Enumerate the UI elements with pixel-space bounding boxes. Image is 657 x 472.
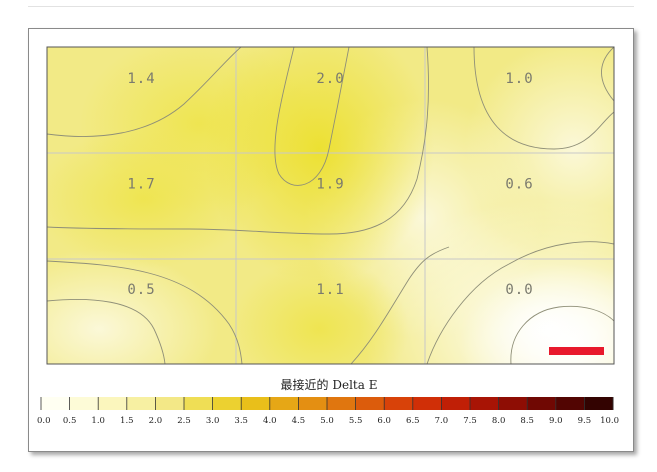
contour-top-left (47, 47, 242, 137)
contour-bottom-right (426, 241, 614, 364)
contour-bottom-mid (350, 246, 450, 364)
contour-right-upper (473, 47, 614, 150)
colorbar-segment (298, 397, 328, 410)
colorbar-tick-label: 9.0 (549, 416, 563, 426)
colorbar-segment (527, 397, 557, 410)
colorbar-segment (269, 397, 299, 410)
colorbar-tick-label: 9.5 (578, 416, 592, 426)
colorbar-tick-label: 7.0 (435, 416, 449, 426)
contour-lines (47, 47, 614, 364)
colorbar-tick-label: 4.0 (263, 416, 277, 426)
colorbar-tick-label: 10.0 (600, 416, 619, 426)
cell-label-r1-c3: 1.0 (505, 71, 533, 87)
colorbar-tick-label: 4.5 (292, 416, 306, 426)
colorbar-tick-label: 6.5 (406, 416, 420, 426)
colorbar-tick-label: 6.0 (377, 416, 391, 426)
plot-border (46, 46, 615, 365)
colorbar-segment (441, 397, 471, 410)
colorbar-segment (327, 397, 357, 410)
colorbar-segment (184, 397, 214, 410)
colorbar-segment (212, 397, 242, 410)
red-marker (549, 347, 604, 355)
chart-frame: 1.4 2.0 1.0 1.7 1.9 0.6 0.5 1.1 0.0 最接近的… (28, 28, 634, 452)
cell-label-r2-c3: 0.6 (505, 177, 533, 193)
colorbar-segment (41, 397, 71, 410)
colorbar-tick-label: 7.5 (463, 416, 477, 426)
colorbar-tick-label: 2.0 (149, 416, 163, 426)
colorbar-tick-label: 0.0 (37, 416, 51, 426)
cell-label-r3-c2: 1.1 (316, 282, 344, 298)
cell-label-r2-c2: 1.9 (316, 177, 344, 193)
colorbar-segment (241, 397, 271, 410)
contour-bottom-right-inner (510, 305, 614, 364)
colorbar-segment (498, 397, 528, 410)
heat-field (47, 47, 614, 364)
cell-label-r3-c3: 0.0 (505, 282, 533, 298)
cell-label-r2-c1: 1.7 (127, 177, 155, 193)
colorbar-tick-label: 3.5 (234, 416, 248, 426)
colorbar-tick-label: 5.5 (349, 416, 363, 426)
chart-svg: 1.4 2.0 1.0 1.7 1.9 0.6 0.5 1.1 0.0 最接近的… (37, 46, 619, 426)
colorbar-segment (355, 397, 385, 410)
colorbar-tick-label: 5.0 (320, 416, 334, 426)
colorbar-segment (470, 397, 500, 410)
colorbar-tick-label: 1.0 (91, 416, 105, 426)
colorbar-tick-label: 3.0 (206, 416, 220, 426)
colorbar-tick-label: 1.5 (120, 416, 134, 426)
cell-label-r3-c1: 0.5 (127, 282, 155, 298)
colorbar-segment (584, 397, 614, 410)
colorbar-segment (126, 397, 156, 410)
colorbar-segment (155, 397, 185, 410)
contour-right-top-bulge (601, 47, 614, 102)
colorbar-tick-label: 2.5 (177, 416, 191, 426)
colorbar (41, 397, 614, 410)
contour-bottom-left-inner (47, 299, 166, 364)
contour-center-right (47, 47, 429, 235)
gridlines (47, 47, 614, 364)
colorbar-segment (555, 397, 585, 410)
contour-bottom-left (47, 260, 243, 364)
cell-labels: 1.4 2.0 1.0 1.7 1.9 0.6 0.5 1.1 0.0 (127, 71, 533, 298)
colorbar-segment (412, 397, 442, 410)
colorbar-tick-label: 0.5 (63, 416, 77, 426)
top-rule (28, 6, 634, 7)
colorbar-ticks: 0.0 0.5 1.0 1.5 2.0 2.5 3.0 3.5 4.0 4.5 5.0 5.5 6.0 6… (37, 397, 619, 426)
colorbar-segment (384, 397, 414, 410)
colorbar-segment (98, 397, 128, 410)
colorbar-segment (69, 397, 99, 410)
legend-title: 最接近的 Delta E (281, 377, 378, 392)
cell-label-r1-c2: 2.0 (316, 71, 344, 87)
colorbar-tick-label: 8.5 (520, 416, 534, 426)
colorbar-tick-label: 8.0 (492, 416, 506, 426)
contour-2 (274, 47, 350, 186)
cell-label-r1-c1: 1.4 (127, 71, 155, 87)
